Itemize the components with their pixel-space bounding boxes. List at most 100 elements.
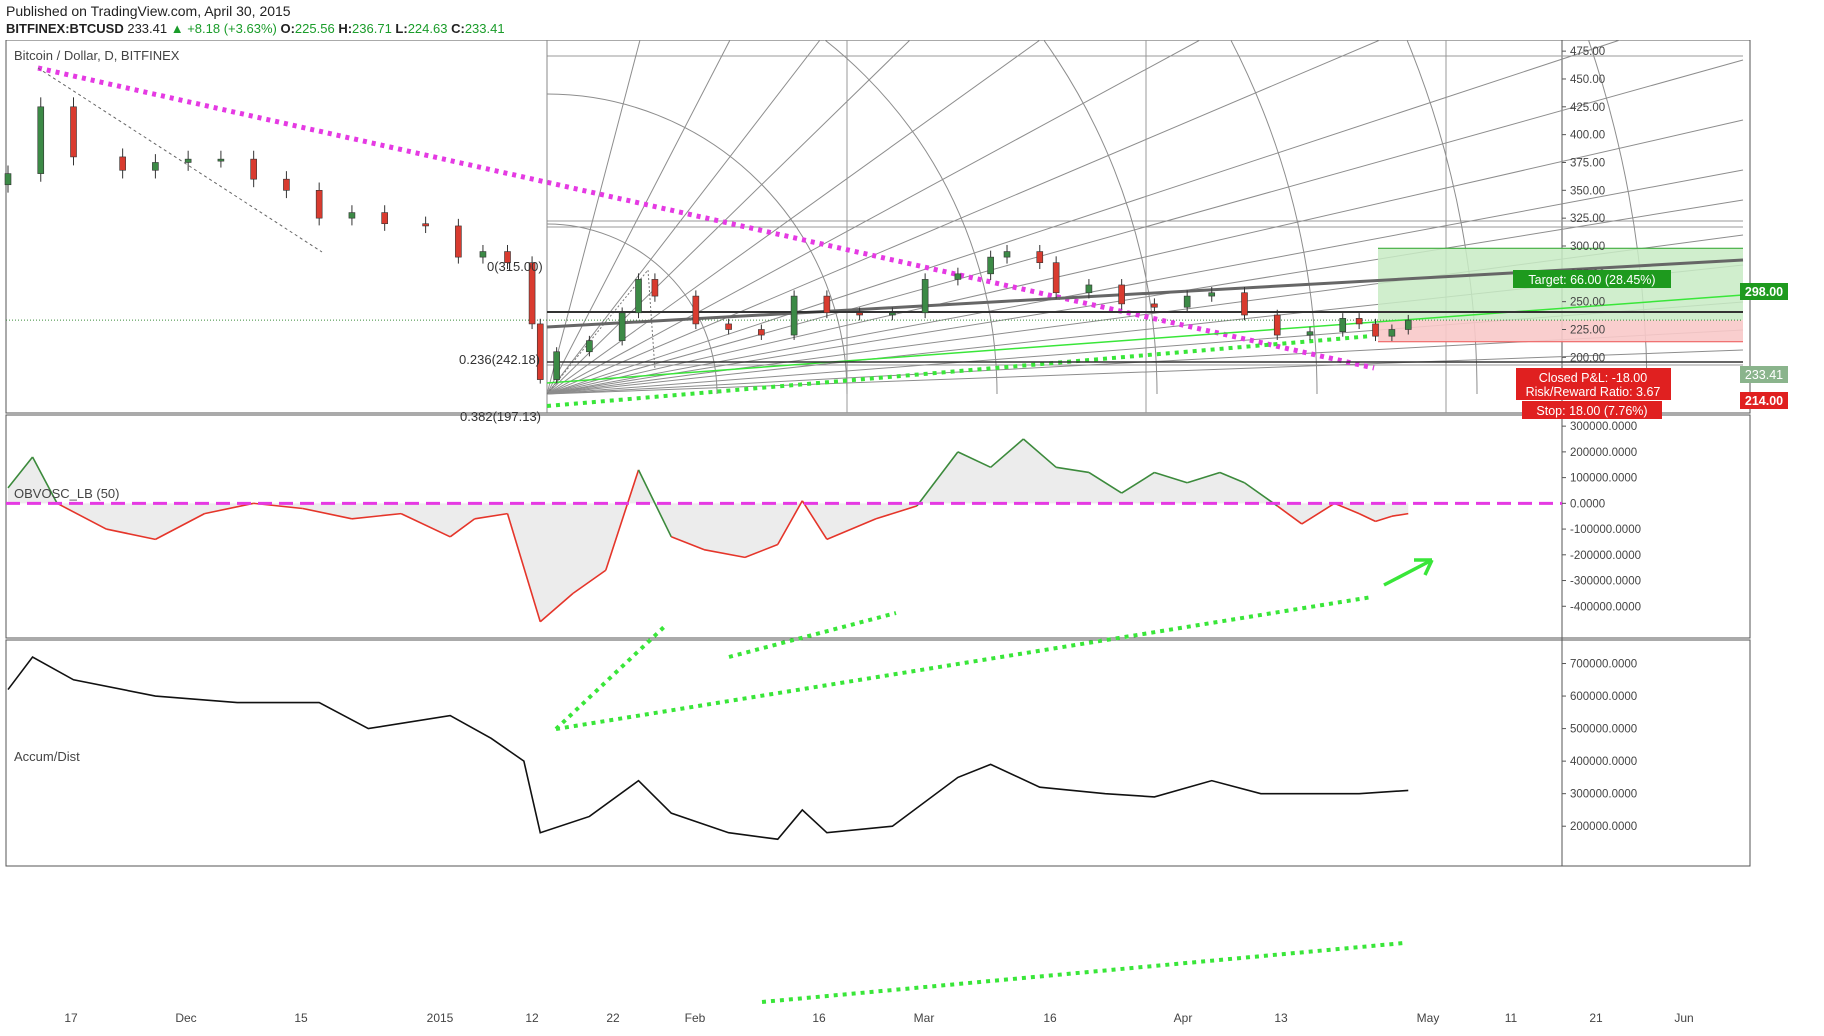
- obv-segment: [1088, 471, 1123, 494]
- candle-down: [70, 106, 77, 158]
- obv-tick-label: 300000.0000: [1570, 421, 1637, 433]
- x-tick-label: Mar: [914, 1011, 935, 1025]
- axes: 150.00175.00200.00225.00250.00275.00300.…: [64, 46, 1693, 1025]
- x-tick-label: Feb: [685, 1011, 706, 1025]
- pane-frames: [5, 40, 1751, 867]
- candle-up: [635, 279, 642, 314]
- candle-down: [250, 158, 257, 180]
- candle-up: [37, 106, 45, 174]
- ad-tick-label: 300000.0000: [1570, 789, 1637, 801]
- gann-ray: [546, 40, 641, 395]
- long-position-tool[interactable]: [6, 247, 1743, 343]
- candle-down: [823, 295, 831, 314]
- fib-level-236: 0.236(242.18): [459, 352, 540, 367]
- pnl-tag: Closed P&L: -18.00: [1539, 371, 1647, 385]
- x-tick-label: 17: [64, 1011, 78, 1025]
- x-tick-label: 11: [1505, 1011, 1518, 1025]
- obv-segment: [801, 500, 828, 540]
- gann-arc: [546, 223, 718, 395]
- obv-segment: [1056, 466, 1090, 474]
- gann-ray: [546, 40, 1381, 395]
- candle-up: [1085, 284, 1093, 294]
- low-label: L:: [395, 21, 408, 36]
- ad-tick-label: 400000.0000: [1570, 756, 1637, 768]
- obv-segment: [637, 469, 673, 538]
- price-tick-label: 225.00: [1570, 324, 1605, 336]
- candle-down: [1241, 292, 1248, 316]
- target-tag-bg: [1513, 270, 1671, 288]
- obv-segment: [605, 469, 640, 571]
- obv-segment: [744, 543, 779, 559]
- last-price-tag-bg: [1740, 366, 1788, 383]
- obv-dotted-trend-1: [554, 625, 666, 731]
- gann-arc: [1230, 40, 1318, 395]
- candle-up: [479, 251, 487, 258]
- obv-segment: [1301, 502, 1335, 525]
- obv-pane-title: OBVOSC_LB (50): [14, 486, 120, 501]
- symbol-label[interactable]: BITFINEX:BTCUSD: [6, 21, 124, 36]
- candle-up: [152, 162, 159, 171]
- candle-up: [4, 173, 12, 186]
- candle-up: [954, 273, 962, 280]
- obv-segment: [1121, 471, 1155, 494]
- obv-segment: [302, 507, 353, 520]
- price-tick-label: 475.00: [1570, 46, 1605, 58]
- ad-tick-label: 500000.0000: [1570, 724, 1637, 736]
- x-tick-label: 12: [525, 1011, 539, 1025]
- obv-segment: [916, 451, 959, 507]
- obv-segment: [1276, 505, 1303, 525]
- obv-tick-label: 100000.0000: [1570, 473, 1637, 485]
- accum-dist: [7, 655, 1409, 1004]
- candle-up: [921, 279, 929, 314]
- trendlines[interactable]: [37, 65, 1744, 408]
- candle-down: [1355, 318, 1363, 325]
- candle-up: [1183, 295, 1191, 308]
- obv-segment: [474, 512, 508, 520]
- gann-ray: [546, 40, 1201, 395]
- candle-up: [1208, 292, 1216, 297]
- x-tick-label: 16: [1043, 1011, 1057, 1025]
- obv-dotted-trend-3: [555, 595, 1373, 731]
- x-tick-label: Jun: [1674, 1011, 1693, 1025]
- candle-down: [528, 262, 536, 325]
- candle-down: [283, 178, 290, 191]
- gann-ray: [546, 40, 1621, 395]
- price-tick-label: 400.00: [1570, 130, 1605, 142]
- obv-segment: [539, 592, 574, 623]
- price-tick-label: 250.00: [1570, 297, 1605, 309]
- ad-tick-label: 700000.0000: [1570, 659, 1637, 671]
- candle-down: [119, 156, 126, 171]
- target-price-tag: 298.00: [1745, 285, 1783, 299]
- target-price-tag-bg: [1740, 283, 1788, 300]
- candle-up: [1404, 319, 1412, 330]
- fib-level-0: 0(315.00): [487, 259, 543, 274]
- position-tags: Target: 66.00 (28.45%) 298.00 233.41 Clo…: [1513, 270, 1788, 419]
- obv-segment: [351, 512, 402, 520]
- candle-down: [455, 225, 462, 258]
- gann-ray: [546, 40, 731, 395]
- obv-tick-label: -300000.0000: [1570, 576, 1641, 588]
- x-tick-label: 13: [1274, 1011, 1288, 1025]
- candle-down: [381, 212, 388, 225]
- x-tick-label: 21: [1589, 1011, 1603, 1025]
- chart-canvas[interactable]: 150.00175.00200.00225.00250.00275.00300.…: [0, 40, 1824, 1036]
- candle-up: [1388, 329, 1396, 337]
- candle-up: [1306, 331, 1314, 336]
- x-tick-label: 16: [812, 1011, 826, 1025]
- candle-up: [987, 256, 994, 275]
- stop-zone: [1378, 320, 1743, 342]
- price-tick-label: 300.00: [1570, 241, 1605, 253]
- price-pane-title: Bitcoin / Dollar, D, BITFINEX: [14, 48, 180, 63]
- fib-level-382: 0.382(197.13): [460, 409, 541, 424]
- x-tick-label: 22: [606, 1011, 620, 1025]
- ad-dotted-trend: [761, 941, 1405, 1004]
- stop-tag: Stop: 18.00 (7.76%): [1536, 404, 1647, 418]
- obv-segment: [703, 548, 746, 559]
- x-tick-label: 2015: [427, 1011, 454, 1025]
- candle-down: [422, 223, 429, 227]
- obv-segment: [1022, 438, 1057, 468]
- last-price-tag: 233.41: [1745, 368, 1783, 382]
- obv-segment: [990, 438, 1024, 468]
- breakout-arrow-head: [1414, 558, 1434, 576]
- close-value: 233.41: [464, 21, 505, 36]
